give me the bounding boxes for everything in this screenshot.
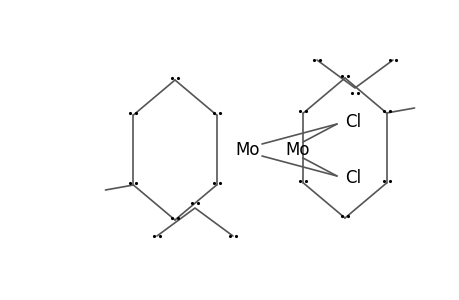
Text: Mo: Mo — [235, 141, 260, 159]
Text: Cl: Cl — [344, 169, 360, 187]
Text: Mo: Mo — [285, 141, 309, 159]
Text: Cl: Cl — [344, 113, 360, 131]
